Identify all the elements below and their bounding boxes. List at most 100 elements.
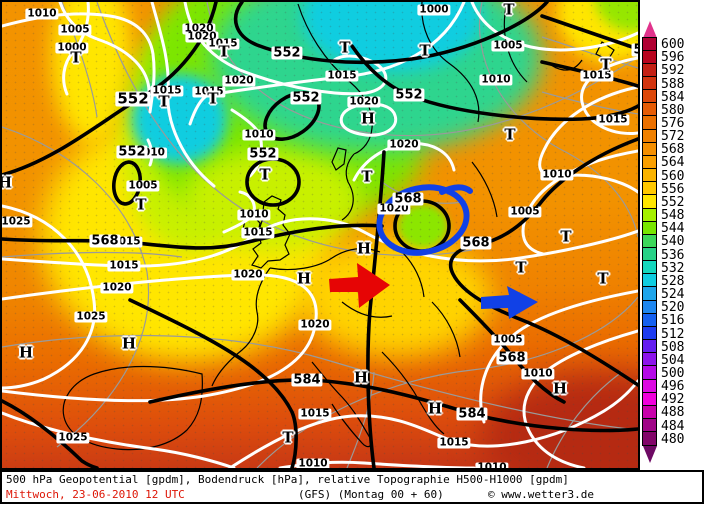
scale-value: 500 — [661, 365, 685, 381]
scale-value: 572 — [661, 129, 685, 145]
contour-label: 568 — [460, 235, 492, 251]
isobar-label: 1015 — [109, 235, 143, 248]
isobar-label: 1015 — [107, 259, 141, 272]
scale-row: 580 — [642, 102, 704, 118]
caption-model-run: (GFS) (Montag 00 + 60) — [298, 488, 444, 501]
caption-title: 500 hPa Geopotential [gpdm], Bodendruck … — [6, 473, 569, 486]
scale-row: 584 — [642, 89, 704, 105]
caption-credit: © www.wetter3.de — [488, 488, 594, 501]
high-pressure-center: H — [427, 399, 443, 418]
scale-row: 532 — [642, 260, 704, 276]
high-pressure-center: H — [2, 175, 12, 191]
low-pressure-center: T — [419, 41, 431, 60]
scale-value: 584 — [661, 89, 685, 105]
scale-value: 536 — [661, 247, 685, 263]
low-pressure-center: T — [70, 48, 82, 67]
contour-label: 552 — [271, 45, 303, 61]
isobar-label: 1010 — [25, 7, 59, 20]
blue-ellipse-annotation — [376, 184, 470, 256]
isobar-label: 1005 — [491, 39, 525, 52]
scale-value: 504 — [661, 352, 685, 368]
scale-row: 556 — [642, 181, 704, 197]
isobar-label: 1015 — [206, 37, 240, 50]
isobar-label: 1020 — [185, 30, 219, 43]
scale-row: 588 — [642, 75, 704, 92]
scale-row: 568 — [642, 141, 704, 158]
isobar-label: 1010 — [242, 128, 276, 141]
isobar-label: 1015 — [241, 226, 275, 239]
low-pressure-center: T — [560, 227, 572, 246]
contour-label: 552 — [116, 144, 148, 160]
contour-label: 552 — [393, 87, 425, 103]
scale-value: 564 — [661, 155, 685, 171]
high-pressure-center: H — [353, 368, 369, 387]
scale-row: 480 — [642, 431, 704, 447]
scale-value: 596 — [661, 50, 685, 66]
scale-cell — [642, 431, 657, 447]
color-scale: 600 596 592 588 584 580 576 572 568 564 560 556 552 5… — [642, 21, 704, 463]
scale-value: 480 — [661, 431, 685, 447]
scale-value: 568 — [661, 142, 685, 158]
isobar-label: 1015 — [580, 69, 614, 82]
isobar-label: 1025 — [56, 431, 90, 444]
isobar-label: 1015 — [437, 436, 471, 449]
scale-row: 600 — [642, 36, 704, 52]
blue-ellipse-tail — [439, 184, 473, 195]
scale-arrow-up — [643, 21, 657, 38]
blue-arrow-annotation — [481, 286, 538, 319]
contour-label: 5 — [631, 43, 638, 57]
contour-label: 552 — [247, 146, 279, 162]
contour-label: 568 — [496, 350, 528, 366]
scale-value: 484 — [661, 418, 685, 434]
scale-row: 500 — [642, 365, 704, 381]
contour-label: 552 — [115, 89, 151, 108]
scale-arrow-down — [643, 445, 657, 463]
isobar-label: 1020 — [377, 202, 411, 215]
scale-value: 576 — [661, 116, 685, 132]
isobar-label: 1015 — [596, 113, 630, 126]
scale-value: 492 — [661, 392, 685, 408]
scale-value: 524 — [661, 287, 685, 303]
scale-row: 496 — [642, 378, 704, 395]
annotations-layer — [329, 184, 538, 319]
isobar-label: 1020 — [387, 138, 421, 151]
scale-value: 552 — [661, 194, 685, 210]
map-area: 1010 1005 1000 1020 1020 1015 1015 1015 1015 1020… — [0, 0, 640, 470]
scale-row: 576 — [642, 115, 704, 132]
scale-value: 516 — [661, 313, 685, 329]
scale-value: 592 — [661, 63, 685, 79]
low-pressure-center: T — [597, 269, 609, 288]
isobar-label: 1020 — [231, 268, 265, 281]
scale-value: 508 — [661, 339, 685, 355]
low-pressure-center: T — [218, 42, 230, 61]
scale-value: 496 — [661, 379, 685, 395]
high-pressure-center: H — [121, 334, 137, 353]
isobar-label: 1010 — [521, 367, 555, 380]
isobar-label: 1025 — [1, 215, 33, 228]
scale-value: 488 — [661, 405, 685, 421]
isobar-label: 1005 — [508, 205, 542, 218]
caption-datetime: Mittwoch, 23-06-2010 12 UTC — [6, 488, 185, 501]
scale-row: 560 — [642, 168, 704, 184]
scale-value: 560 — [661, 168, 685, 184]
contour-label: 584 — [291, 372, 323, 388]
isobar-label: 010 — [141, 146, 167, 159]
scale-value: 580 — [661, 102, 685, 118]
scale-row: 488 — [642, 404, 704, 421]
isobar-label: 1010 — [540, 168, 574, 181]
scale-value: 540 — [661, 234, 685, 250]
scale-value: 544 — [661, 221, 685, 237]
scale-value: 512 — [661, 326, 685, 342]
scale-row: 512 — [642, 325, 704, 342]
low-pressure-center: T — [158, 92, 170, 111]
low-pressure-center: T — [135, 195, 147, 214]
scale-value: 548 — [661, 208, 685, 224]
low-pressure-center: T — [259, 165, 271, 184]
isobar-label: 1000 — [417, 3, 451, 16]
low-pressure-center: T — [339, 38, 351, 57]
scale-row: 572 — [642, 128, 704, 145]
scale-row: 564 — [642, 154, 704, 171]
scale-value: 532 — [661, 260, 685, 276]
isobar-label: 1015 — [325, 69, 359, 82]
